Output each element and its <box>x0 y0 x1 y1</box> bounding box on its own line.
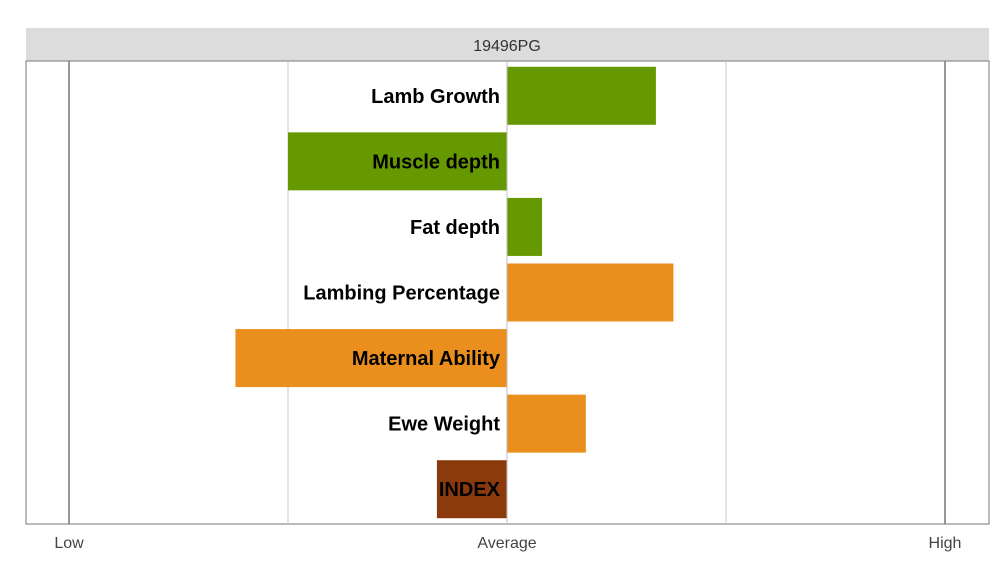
bar-lambing-percentage <box>507 263 674 322</box>
bar-layer <box>235 61 674 524</box>
category-label: INDEX <box>439 479 501 501</box>
x-tick-label: Average <box>477 535 536 552</box>
category-label: Muscle depth <box>372 151 500 173</box>
bar-ewe-weight <box>507 394 586 453</box>
bar-index <box>436 460 507 519</box>
category-label: Lamb Growth <box>371 86 500 108</box>
x-tick-label: High <box>929 535 962 552</box>
category-label: Lambing Percentage <box>303 283 500 305</box>
x-tick-label: Low <box>54 535 84 552</box>
bar-muscle-depth <box>288 132 507 191</box>
label-layer: Lamb Growth Muscle depth Fat depth Lambing … <box>303 86 501 501</box>
category-label: Maternal Ability <box>352 348 501 370</box>
bar-fat-depth <box>507 197 543 256</box>
category-label: Ewe Weight <box>388 414 500 436</box>
bar-lamb-growth <box>507 66 656 125</box>
category-label: Fat depth <box>410 217 500 239</box>
bar-maternal-ability <box>235 329 507 388</box>
chart-title: 19496PG <box>473 38 541 55</box>
title-bar <box>26 28 989 61</box>
tick-layer: Low Average High <box>54 535 961 552</box>
